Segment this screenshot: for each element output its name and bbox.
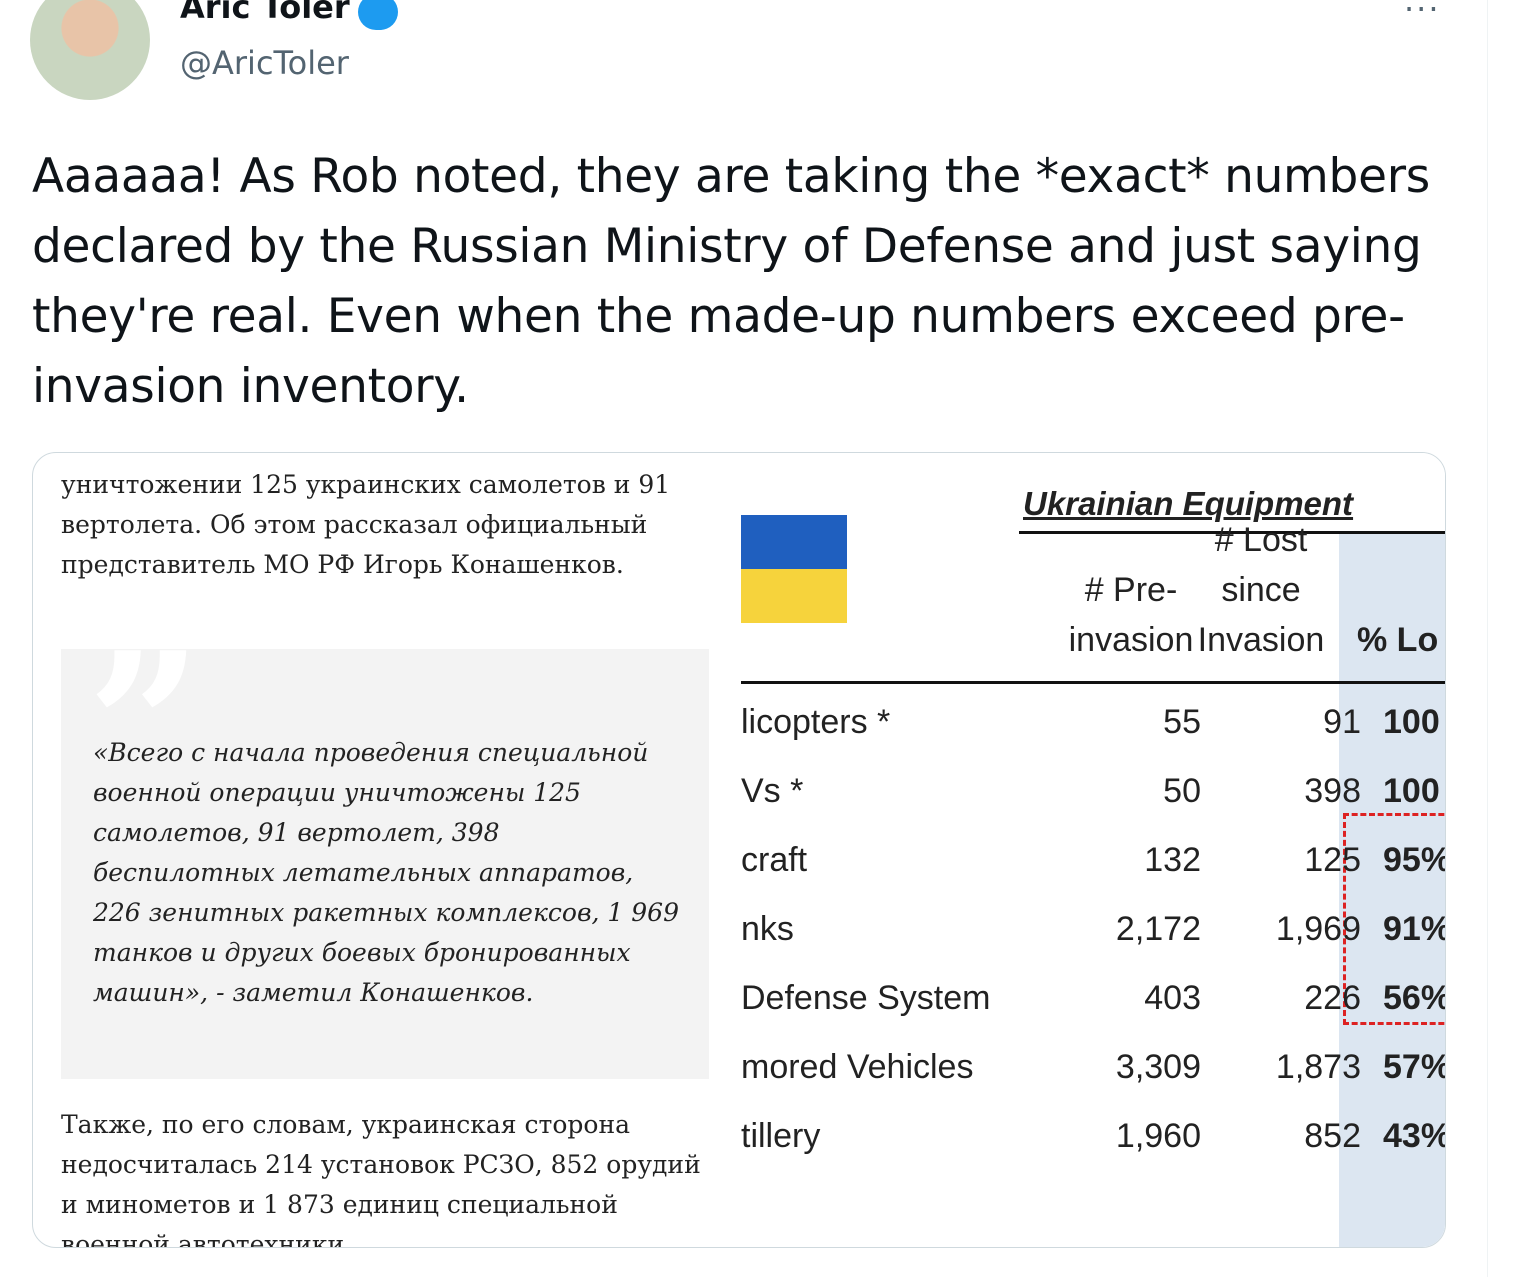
quote-box: ” «Всего с начала проведения специальной… <box>61 609 709 1079</box>
article-intro: уничтожении 125 украинских самолетов и 9… <box>61 470 671 579</box>
cell: 398 <box>1304 772 1361 810</box>
column-header: invasion <box>1068 621 1194 659</box>
cell: 2,172 <box>1115 910 1201 948</box>
cell-percent: 43% <box>1383 1117 1445 1155</box>
cell: 1,960 <box>1115 1117 1201 1155</box>
highlight-column <box>1339 531 1445 1247</box>
row-label: craft <box>741 841 808 879</box>
title-rule <box>1019 531 1445 534</box>
cell: 132 <box>1144 841 1201 879</box>
row-label: nks <box>741 910 794 948</box>
cell: 1,969 <box>1275 910 1361 948</box>
cell: 403 <box>1144 979 1201 1017</box>
row-label: licopters * <box>741 703 891 741</box>
cell: 1,873 <box>1275 1048 1361 1086</box>
cell-percent: 91% <box>1383 910 1445 948</box>
flag-yellow <box>741 569 847 623</box>
row-label: tillery <box>741 1117 821 1155</box>
column-header: % Lo <box>1357 621 1439 659</box>
cell: 55 <box>1163 703 1201 741</box>
table-title: Ukrainian Equipment <box>1023 485 1354 522</box>
divider <box>1487 0 1488 1277</box>
cell-percent: 56% <box>1383 979 1445 1017</box>
more-button[interactable]: ··· <box>1404 0 1441 28</box>
cell: 852 <box>1304 1117 1361 1155</box>
row-label: mored Vehicles <box>741 1048 974 1086</box>
quote-text: «Всего с начала проведения специальной в… <box>93 738 679 1007</box>
column-header: # Lost <box>1214 521 1308 559</box>
column-header: since <box>1221 571 1301 609</box>
row-label: Vs * <box>741 772 804 810</box>
tweet-image[interactable]: уничтожении 125 украинских самолетов и 9… <box>32 452 1446 1248</box>
author-handle[interactable]: @AricToler <box>180 44 349 82</box>
column-header: Invasion <box>1197 621 1325 659</box>
cell-percent: 100 <box>1383 772 1440 810</box>
cell-percent: 100 <box>1383 703 1440 741</box>
cell-percent: 95% <box>1383 841 1445 879</box>
verified-badge <box>358 0 398 30</box>
quote-mark: ” <box>87 609 203 844</box>
flag-blue <box>741 515 847 569</box>
cell: 3,309 <box>1115 1048 1201 1086</box>
header-rule <box>741 681 1445 684</box>
dashed-highlight <box>1343 813 1445 1025</box>
cell-percent: 57% <box>1383 1048 1445 1086</box>
tweet-text: Aaaaaa! As Rob noted, they are taking th… <box>32 149 1430 414</box>
column-header: # Pre- <box>1084 571 1178 609</box>
article-after: Также, по его словам, украинская сторона… <box>61 1110 701 1248</box>
table-image: Ukrainian Equipment # Pre-invasion # Lost… <box>741 453 1445 1247</box>
avatar[interactable] <box>30 0 150 100</box>
cell: 91 <box>1323 703 1361 741</box>
cell: 226 <box>1304 979 1361 1017</box>
author-name[interactable]: Aric Toler <box>180 0 350 26</box>
cell: 50 <box>1163 772 1201 810</box>
cell: 125 <box>1304 841 1361 879</box>
row-label: Defense System <box>741 979 991 1017</box>
